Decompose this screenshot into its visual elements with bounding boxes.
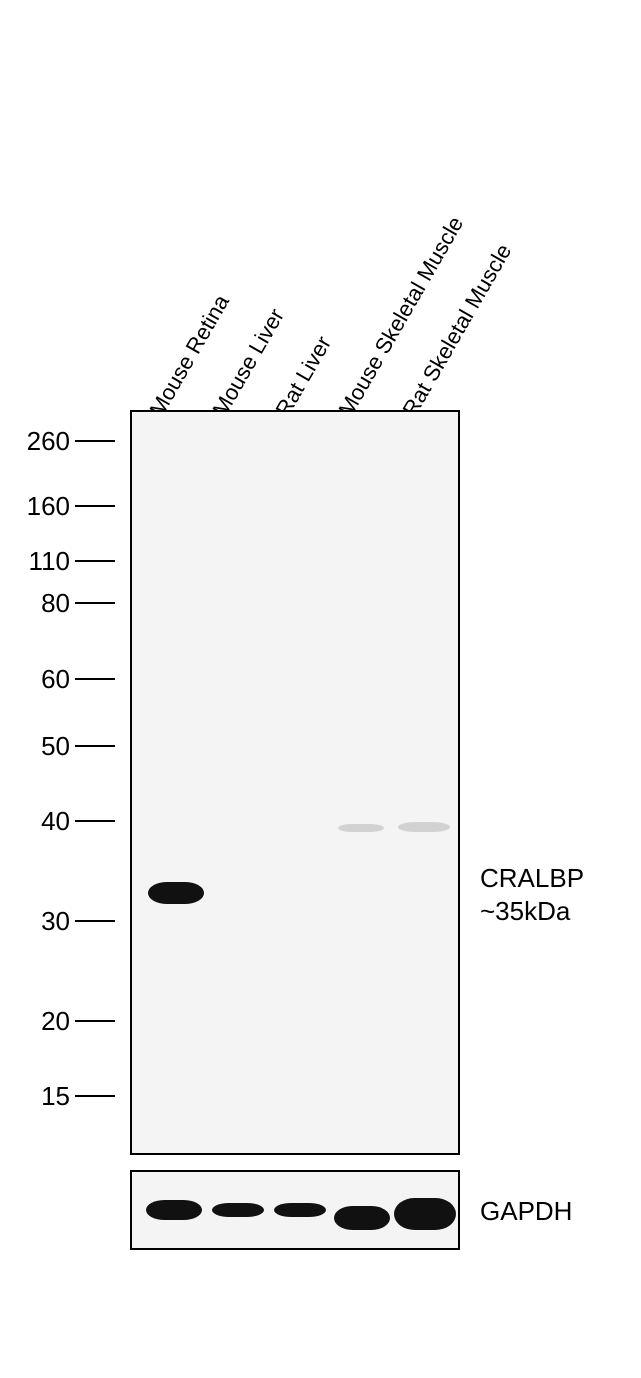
band-gapdh-lane1 [146, 1200, 202, 1220]
mw-tick [75, 678, 115, 680]
mw-tick [75, 1020, 115, 1022]
western-blot-figure: Mouse Retina Mouse Liver Rat Liver Mouse… [0, 0, 641, 1378]
mw-label: 80 [20, 588, 70, 619]
mw-label: 20 [20, 1006, 70, 1037]
mw-tick [75, 440, 115, 442]
mw-tick [75, 1095, 115, 1097]
band-faint-lane4 [338, 824, 384, 832]
mw-label: 40 [20, 806, 70, 837]
mw-label: 110 [20, 546, 70, 577]
mw-label: 60 [20, 664, 70, 695]
band-gapdh-lane4 [334, 1206, 390, 1230]
mw-tick [75, 505, 115, 507]
band-gapdh-lane3 [274, 1203, 326, 1217]
mw-tick [75, 920, 115, 922]
target-label-gapdh: GAPDH [480, 1195, 572, 1228]
mw-label: 160 [20, 491, 70, 522]
mw-label: 30 [20, 906, 70, 937]
band-cralbp-lane1 [148, 882, 204, 904]
blot-panel-loading [130, 1170, 460, 1250]
target-label-cralbp: CRALBP ~35kDa [480, 862, 584, 927]
mw-label: 15 [20, 1081, 70, 1112]
mw-label: 50 [20, 731, 70, 762]
band-faint-lane5 [398, 822, 450, 832]
mw-label: 260 [20, 426, 70, 457]
mw-tick [75, 745, 115, 747]
band-gapdh-lane2 [212, 1203, 264, 1217]
band-gapdh-lane5 [394, 1198, 456, 1230]
blot-panel-main [130, 410, 460, 1155]
mw-tick [75, 602, 115, 604]
mw-tick [75, 560, 115, 562]
mw-tick [75, 820, 115, 822]
lane-label: Rat Liver [270, 332, 337, 421]
